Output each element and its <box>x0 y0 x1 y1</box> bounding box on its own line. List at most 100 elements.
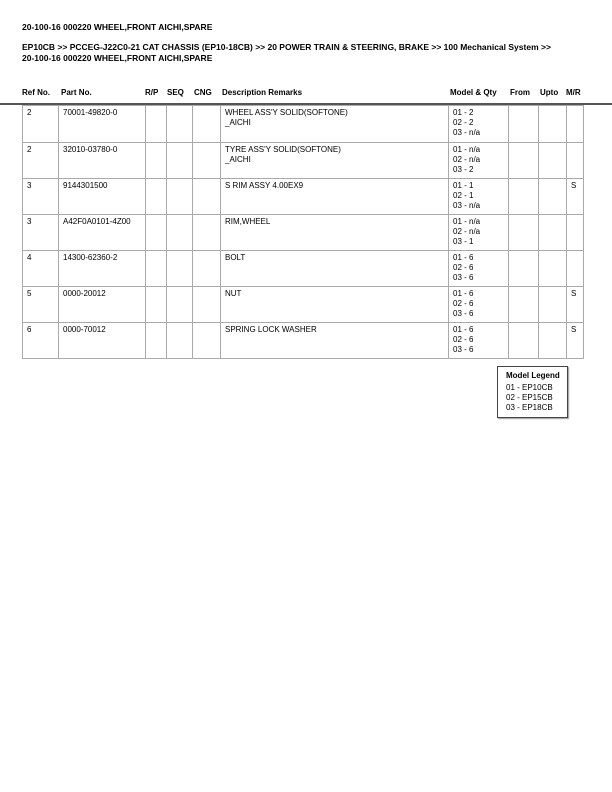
part-no: 70001-49820-0 <box>58 105 146 143</box>
description-line: SPRING LOCK WASHER <box>225 325 317 334</box>
qty-line: 02 - 2 <box>453 118 474 127</box>
legend-title: Model Legend <box>506 371 560 380</box>
table-row: 4 14300-62360-2 BOLT 01 - 6 02 - 6 03 - 6 <box>22 250 584 287</box>
qty-line: 03 - 6 <box>453 273 474 282</box>
table-row: 6 0000-70012 SPRING LOCK WASHER 01 - 6 02 - … <box>22 322 584 359</box>
part-no: 9144301500 <box>58 178 146 215</box>
part-no: A42F0A0101-4Z00 <box>58 214 146 251</box>
col-upto: Upto <box>540 88 559 97</box>
mr-cell: S <box>566 322 584 359</box>
description: NUT <box>220 286 449 323</box>
model-qty: 01 - 1 02 - 1 03 - n/a <box>448 178 509 215</box>
col-seq: SEQ <box>167 88 184 97</box>
col-ref: Ref No. <box>22 88 50 97</box>
qty-line: 03 - n/a <box>453 201 481 210</box>
qty-line: 01 - 6 <box>453 289 474 298</box>
rp-cell <box>145 178 167 215</box>
mr-cell <box>566 250 584 287</box>
upto-cell <box>538 322 567 359</box>
from-cell <box>508 105 539 143</box>
rp-cell <box>145 286 167 323</box>
ref-no: 3 <box>22 178 59 215</box>
qty-line: 01 - 6 <box>453 253 474 262</box>
qty-line: 02 - n/a <box>453 227 481 236</box>
description-line: RIM,WHEEL <box>225 217 271 226</box>
rp-cell <box>145 105 167 143</box>
rp-cell <box>145 250 167 287</box>
part-no: 0000-70012 <box>58 322 146 359</box>
description-line: WHEEL ASS'Y SOLID(SOFTONE) <box>225 108 348 117</box>
description: SPRING LOCK WASHER <box>220 322 449 359</box>
col-desc: Description Remarks <box>222 88 303 97</box>
qty-line: 02 - n/a <box>453 155 481 164</box>
model-qty: 01 - 6 02 - 6 03 - 6 <box>448 322 509 359</box>
rp-cell <box>145 214 167 251</box>
cng-cell <box>192 178 221 215</box>
header-divider <box>0 103 612 105</box>
seq-cell <box>166 214 193 251</box>
from-cell <box>508 214 539 251</box>
rp-cell <box>145 322 167 359</box>
qty-line: 01 - n/a <box>453 217 481 226</box>
ref-no: 2 <box>22 142 59 179</box>
from-cell <box>508 178 539 215</box>
parts-table: 2 70001-49820-0 WHEEL ASS'Y SOLID(SOFTONE)… <box>22 105 584 359</box>
mr-cell: S <box>566 286 584 323</box>
qty-line: 02 - 6 <box>453 335 474 344</box>
qty-line: 02 - 6 <box>453 263 474 272</box>
part-no: 32010-03780-0 <box>58 142 146 179</box>
qty-line: 03 - 1 <box>453 237 474 246</box>
col-model-qty: Model & Qty <box>450 88 497 97</box>
ref-no: 2 <box>22 105 59 143</box>
part-no: 14300-62360-2 <box>58 250 146 287</box>
ref-no: 4 <box>22 250 59 287</box>
table-row: 2 32010-03780-0 TYRE ASS'Y SOLID(SOFTONE) _… <box>22 142 584 179</box>
breadcrumb-line-1: EP10CB >> PCCEG-J22C0-21 CAT CHASSIS (EP… <box>22 42 551 52</box>
mr-cell <box>566 142 584 179</box>
qty-line: 03 - 6 <box>453 309 474 318</box>
page-title: 20-100-16 000220 WHEEL,FRONT AICHI,SPARE <box>22 22 213 32</box>
description: TYRE ASS'Y SOLID(SOFTONE) _AICHI <box>220 142 449 179</box>
qty-line: 01 - n/a <box>453 145 481 154</box>
table-row: 2 70001-49820-0 WHEEL ASS'Y SOLID(SOFTONE)… <box>22 105 584 143</box>
description-line: TYRE ASS'Y SOLID(SOFTONE) <box>225 145 341 154</box>
description-line: S RIM ASSY 4.00EX9 <box>225 181 304 190</box>
breadcrumb: EP10CB >> PCCEG-J22C0-21 CAT CHASSIS (EP… <box>22 42 602 64</box>
model-qty: 01 - 6 02 - 6 03 - 6 <box>448 250 509 287</box>
seq-cell <box>166 286 193 323</box>
breadcrumb-line-2: 20-100-16 000220 WHEEL,FRONT AICHI,SPARE <box>22 53 213 63</box>
from-cell <box>508 142 539 179</box>
upto-cell <box>538 250 567 287</box>
cng-cell <box>192 250 221 287</box>
qty-line: 01 - 6 <box>453 325 474 334</box>
rp-cell <box>145 142 167 179</box>
upto-cell <box>538 178 567 215</box>
table-row: 5 0000-20012 NUT 01 - 6 02 - 6 03 - 6 S <box>22 286 584 323</box>
from-cell <box>508 322 539 359</box>
upto-cell <box>538 105 567 143</box>
model-qty: 01 - n/a 02 - n/a 03 - 2 <box>448 142 509 179</box>
model-qty: 01 - 2 02 - 2 03 - n/a <box>448 105 509 143</box>
col-from: From <box>510 88 530 97</box>
seq-cell <box>166 105 193 143</box>
cng-cell <box>192 105 221 143</box>
table-row: 3 A42F0A0101-4Z00 RIM,WHEEL 01 - n/a 02 - n/… <box>22 214 584 251</box>
upto-cell <box>538 286 567 323</box>
qty-line: 03 - n/a <box>453 128 481 137</box>
legend-item: 02 - EP15CB <box>506 393 553 402</box>
qty-line: 01 - 2 <box>453 108 474 117</box>
qty-line: 02 - 6 <box>453 299 474 308</box>
seq-cell <box>166 322 193 359</box>
upto-cell <box>538 214 567 251</box>
seq-cell <box>166 142 193 179</box>
from-cell <box>508 286 539 323</box>
description-line: NUT <box>225 289 242 298</box>
mr-cell <box>566 214 584 251</box>
legend-item: 03 - EP18CB <box>506 403 553 412</box>
description-line: BOLT <box>225 253 246 262</box>
col-part: Part No. <box>61 88 92 97</box>
description: RIM,WHEEL <box>220 214 449 251</box>
cng-cell <box>192 286 221 323</box>
description: BOLT <box>220 250 449 287</box>
